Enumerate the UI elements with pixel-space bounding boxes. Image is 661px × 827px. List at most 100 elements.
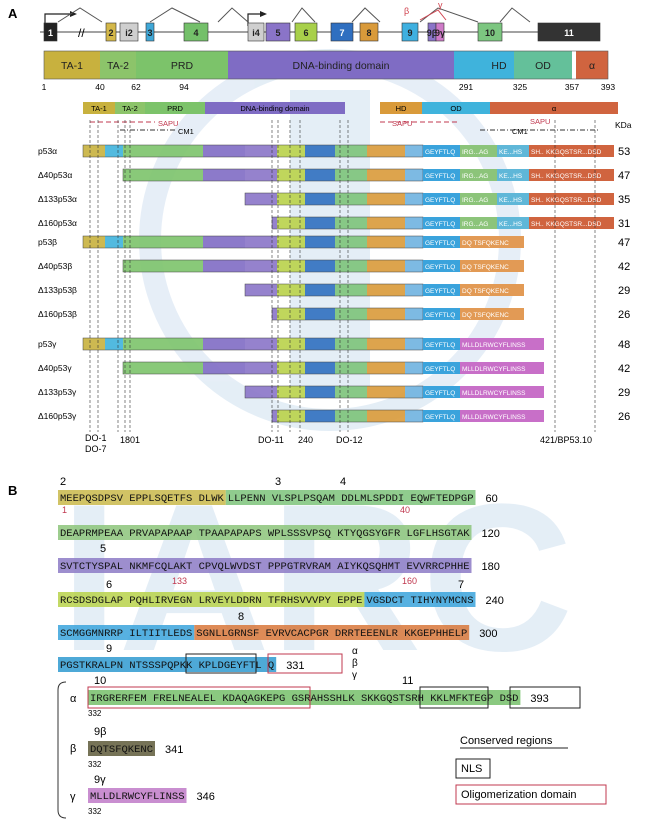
isoform-segment <box>335 362 367 374</box>
seq-segment-bg <box>88 788 187 803</box>
beta-cterm-text: DQ TSFQKENC <box>462 288 509 295</box>
mini-domain-label-7: α <box>552 104 557 113</box>
alpha-cterm-text: KE...HS <box>499 197 523 204</box>
methionine-position-marker: 40 <box>400 505 410 515</box>
isoform-segment <box>203 338 245 350</box>
isoform-segment <box>367 145 405 157</box>
isoform-segment <box>305 308 335 320</box>
seq-segment-bg <box>58 525 472 540</box>
isoform-name: Δ40p53α <box>38 170 72 180</box>
isoform-kda: 26 <box>618 411 630 423</box>
alpha-cterm-text: KE...HS <box>499 221 523 228</box>
isoform-segment <box>277 193 305 205</box>
isoform-segment <box>277 169 305 181</box>
kda-header: KDa <box>615 120 632 130</box>
alpha-cterm-segment <box>497 145 529 157</box>
isoform-segment <box>405 145 423 157</box>
gamma-cterm-segment <box>460 410 544 422</box>
gene-structure: // β γ <box>40 0 600 40</box>
exon-number-marker: 3 <box>275 476 281 488</box>
alpha-cterm-segment <box>544 145 614 157</box>
isoform-segment <box>367 308 405 320</box>
exon-15-label: 11 <box>564 28 574 38</box>
isoform-kda: 29 <box>618 285 630 297</box>
nls-box-1 <box>185 653 257 674</box>
isoform-segment <box>335 193 367 205</box>
antibody-label: DO-1 <box>85 433 107 443</box>
exon-9-box <box>330 22 354 42</box>
gamma-cterm-segment <box>423 410 460 422</box>
alpha-cterm-text: KE...HS <box>499 173 523 180</box>
seq-segment-text: MLLDLRWCYFLINSS <box>90 791 185 803</box>
gamma-cterm-text: GEYFTLQ <box>425 366 455 373</box>
alpha-cterm-segment <box>423 145 460 157</box>
domain-2-label: TA-2 <box>107 60 129 72</box>
domain-3-label: PRD <box>171 60 194 72</box>
isoform-name: Δ40p53γ <box>38 363 72 373</box>
methionine-position-marker: 160 <box>402 576 417 586</box>
seq-segment-text: SGNLLGRNSF EVRVCACPGR DRRTEEENLR KKGEPHH… <box>196 628 467 640</box>
gamma-cterm-segment <box>423 386 460 398</box>
mini-domain-7 <box>490 102 618 114</box>
isoform-segment <box>123 362 203 374</box>
isoform-name: Δ160p53γ <box>38 411 77 421</box>
exon-11-label: 9 <box>407 28 412 38</box>
isoform-segment <box>123 260 203 272</box>
isoform-segment <box>105 338 123 350</box>
isoform-segment <box>405 260 423 272</box>
antibody-label: 421/BP53.10 <box>540 435 592 445</box>
exon-number-marker: 6 <box>106 579 112 591</box>
isoform-name: Δ133p53α <box>38 194 77 204</box>
gamma-cterm-text: GEYFTLQ <box>425 342 455 349</box>
isoform-segment <box>367 193 405 205</box>
intron-break-icon: // <box>78 26 85 40</box>
isoform-segment <box>305 260 335 272</box>
seq-segment-text: PGSTKRALPN NTSSSPQPKK KPLDGEYFTL Q <box>60 660 274 672</box>
exon-3-label: i2 <box>125 28 133 38</box>
gamma-cterm-segment <box>460 338 544 350</box>
isoform-segment <box>272 217 277 229</box>
exon-9-label: 7 <box>339 28 344 38</box>
isoform-segment <box>305 145 335 157</box>
seq-segment-bg <box>58 657 277 672</box>
exon-number-marker: 7 <box>458 579 464 591</box>
oligomerization-box-2 <box>87 686 311 709</box>
isoform-name: p53α <box>38 146 57 156</box>
alpha-cterm-segment <box>460 169 497 181</box>
alpha-cterm-text: GEYFTLQ <box>425 173 455 180</box>
exon-number-marker: 5 <box>100 543 106 555</box>
alpha-cterm-segment <box>529 193 544 205</box>
gamma-cterm-text: MLLDLRWCYFLINSS <box>462 414 526 421</box>
isoform-segment <box>405 284 423 296</box>
alpha-cterm-text: KKGQSTSR...DSD <box>546 221 602 228</box>
seq-segment-bg <box>225 490 476 505</box>
exon-8-label: 6 <box>303 28 308 38</box>
cm1-label-right: CM1 <box>512 127 528 136</box>
seq-segment-bg <box>58 558 472 573</box>
position-label-62: 62 <box>131 82 141 92</box>
isoform-segment <box>203 260 245 272</box>
exon-14-label: 10 <box>485 28 495 38</box>
exon-3-box <box>119 22 139 42</box>
sapu-label-left: SAPU <box>158 119 178 128</box>
exon-12-label: 9β <box>427 28 438 38</box>
exon-number-marker: 9β <box>94 726 106 738</box>
beta-cterm-segment <box>460 236 524 248</box>
exon-number-marker: 11 <box>402 675 413 687</box>
gamma-splice-label: γ <box>438 0 443 10</box>
cm1-label-left: CM1 <box>178 127 194 136</box>
alpha-marker: α <box>352 646 358 657</box>
alpha-cterm-text: GEYFTLQ <box>425 149 455 156</box>
panel-b-label: B <box>8 483 17 498</box>
seq-row-end: 346 <box>197 791 215 803</box>
seq-segment-text: IRGRERFEM FRELNEALEL KDAQAGKEPG GSRAHSSH… <box>90 693 518 705</box>
isoform-segment <box>367 236 405 248</box>
nls-box-3 <box>509 686 581 709</box>
beta-cterm-segment <box>423 284 460 296</box>
alpha-cterm-segment <box>529 145 544 157</box>
exon-15-box <box>537 22 601 42</box>
alpha-cterm-segment <box>529 169 544 181</box>
seq-segment-bg <box>88 690 521 705</box>
isoform-segment <box>277 386 305 398</box>
legend-conserved-label: Conserved regions <box>460 735 553 747</box>
